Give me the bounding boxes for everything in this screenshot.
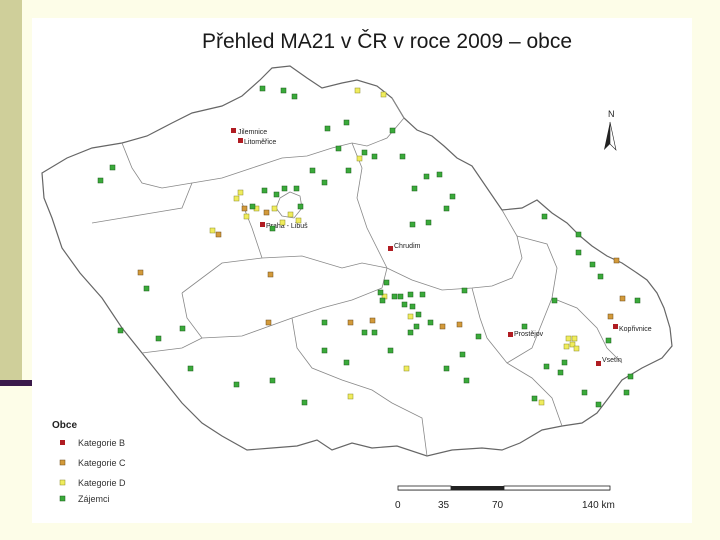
place-label: Prostějov <box>514 331 544 338</box>
scale-tick-label: 140 km <box>582 500 615 511</box>
legend-label: Kategorie B <box>78 438 125 448</box>
scale-tick-label: 35 <box>438 500 450 511</box>
slide-content: Přehled MA21 v ČR v roce 2009 – obce N <box>32 18 692 523</box>
legend-swatch-d <box>59 479 66 486</box>
map-title: Přehled MA21 v ČR v roce 2009 – obce <box>202 30 573 53</box>
place-label: Kopřivnice <box>619 326 652 333</box>
map-marker-b <box>231 128 236 133</box>
map-marker-b <box>388 246 393 251</box>
map-canvas: N Jilemnice Litoměřice Praha - Libuš Chr… <box>41 65 673 511</box>
place-label: Chrudim <box>394 243 421 250</box>
scale-tick-label: 70 <box>492 500 504 511</box>
map-marker-b <box>508 332 513 337</box>
country-outline <box>41 65 673 457</box>
zajemci-markers <box>97 85 641 408</box>
north-arrow: N <box>604 109 617 151</box>
legend-swatch-zajemci <box>59 495 66 502</box>
place-label: Vsetín <box>602 357 622 364</box>
legend-label: Kategorie C <box>78 458 126 468</box>
category-b-markers <box>231 128 618 366</box>
place-labels: Jilemnice Litoměřice Praha - Libuš Chrud… <box>238 129 652 364</box>
map-marker-b <box>260 222 265 227</box>
sidebar-accent-bar <box>0 0 22 384</box>
legend-label: Zájemci <box>78 494 110 504</box>
map-marker-b <box>238 138 243 143</box>
legend-swatch-c <box>59 459 66 466</box>
scale-tick-label: 0 <box>395 500 401 511</box>
legend-title: Obce <box>52 420 77 431</box>
category-d-markers <box>209 87 580 406</box>
legend-label: Kategorie D <box>78 478 126 488</box>
map-legend: Obce Kategorie B Kategorie C Kategorie D… <box>52 420 126 504</box>
map-marker-b <box>596 361 601 366</box>
place-label: Litoměřice <box>244 139 276 146</box>
scale-bar: 0 35 70 140 km <box>395 485 615 511</box>
region-borders <box>91 97 623 457</box>
map-marker-b <box>613 324 618 329</box>
sidebar-rule <box>0 380 48 386</box>
place-label: Praha - Libuš <box>266 223 308 230</box>
legend-swatch-b <box>60 440 65 445</box>
place-label: Jilemnice <box>238 129 267 136</box>
svg-text:N: N <box>608 109 615 119</box>
category-c-markers <box>137 205 626 330</box>
